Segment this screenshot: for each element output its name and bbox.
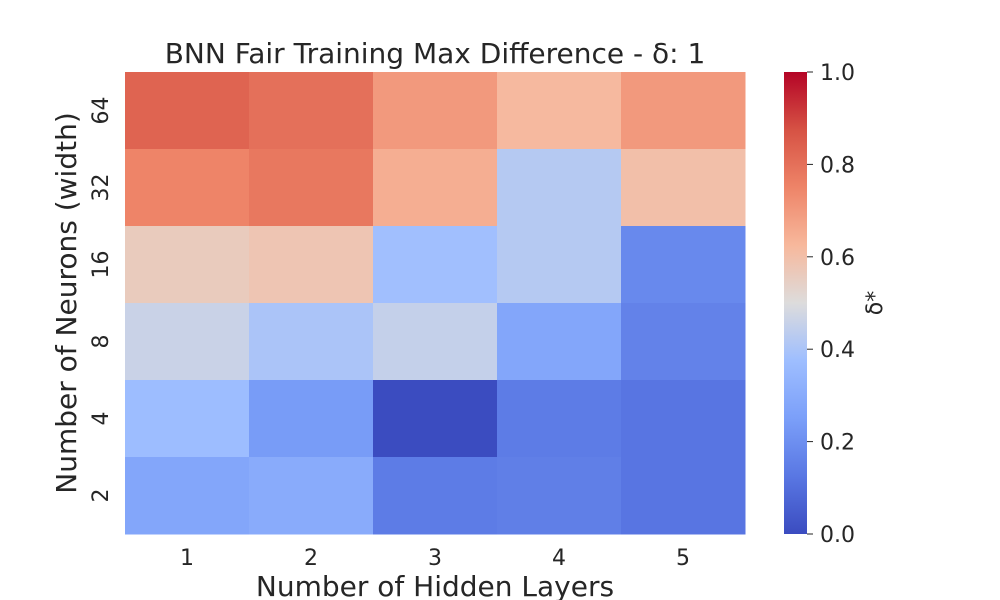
colorbar-tick-label: 0.8 [820, 153, 855, 178]
colorbar-ticks: 0.0 0.2 0.4 0.6 0.8 1.0 [807, 61, 855, 548]
heatmap-cell-w4-l4 [497, 380, 622, 458]
heatmap-cell-w16-l1 [125, 226, 250, 304]
heatmap-cell-w2-l2 [249, 457, 374, 535]
heatmap-cell-w32-l1 [125, 149, 250, 227]
chart-title: BNN Fair Training Max Difference - δ: 1 [165, 37, 706, 70]
heatmap-cell-w4-l1 [125, 380, 250, 458]
heatmap-cell-w32-l3 [373, 149, 498, 227]
colorbar-tick-label: 0.2 [820, 431, 855, 456]
heatmap-cell-w16-l2 [249, 226, 374, 304]
heatmap-cell-w2-l4 [497, 457, 622, 535]
y-tick-label: 64 [89, 97, 114, 125]
heatmap-cell-w64-l2 [249, 72, 374, 150]
y-tick-labels: 64 32 16 8 4 2 [89, 97, 114, 503]
heatmap-cell-w64-l3 [373, 72, 498, 150]
heatmap-cell-w32-l4 [497, 149, 622, 227]
x-tick-label: 2 [304, 546, 318, 571]
heatmap-cell-w64-l1 [125, 72, 250, 150]
heatmap-cell-w8-l4 [497, 303, 622, 381]
colorbar-tick-label: 0.0 [820, 523, 855, 548]
colorbar [784, 72, 807, 534]
colorbar-label: δ* [863, 291, 888, 315]
heatmap-cell-w16-l4 [497, 226, 622, 304]
heatmap-cell-w32-l5 [621, 149, 746, 227]
heatmap-cell-w4-l5 [621, 380, 746, 458]
heatmap-cell-w8-l2 [249, 303, 374, 381]
y-tick-label: 8 [89, 335, 114, 349]
heatmap-cell-w2-l5 [621, 457, 746, 535]
y-tick-label: 16 [89, 251, 114, 279]
heatmap-cell-w4-l2 [249, 380, 374, 458]
x-tick-label: 3 [428, 546, 442, 571]
heatmap-cell-w64-l5 [621, 72, 746, 150]
x-tick-labels: 1 2 3 4 5 [180, 546, 690, 571]
y-axis-label: Number of Neurons (width) [50, 112, 83, 493]
heatmap-cell-w8-l1 [125, 303, 250, 381]
colorbar-tick-label: 0.6 [820, 246, 855, 271]
y-tick-label: 32 [89, 174, 114, 202]
x-tick-label: 4 [552, 546, 566, 571]
heatmap-cell-w16-l5 [621, 226, 746, 304]
y-tick-label: 2 [89, 489, 114, 503]
x-axis-label: Number of Hidden Layers [256, 570, 614, 600]
heatmap-cell-w2-l1 [125, 457, 250, 535]
y-tick-label: 4 [89, 412, 114, 426]
heatmap-cell-w8-l3 [373, 303, 498, 381]
heatmap-cell-w64-l4 [497, 72, 622, 150]
heatmap-cells [125, 72, 746, 535]
heatmap-cell-w8-l5 [621, 303, 746, 381]
heatmap-cell-w4-l3 [373, 380, 498, 458]
colorbar-tick-label: 1.0 [820, 61, 855, 86]
heatmap-cell-w2-l3 [373, 457, 498, 535]
colorbar-tick-label: 0.4 [820, 338, 855, 363]
heatmap-cell-w16-l3 [373, 226, 498, 304]
heatmap-cell-w32-l2 [249, 149, 374, 227]
x-tick-label: 1 [180, 546, 194, 571]
x-tick-label: 5 [676, 546, 690, 571]
